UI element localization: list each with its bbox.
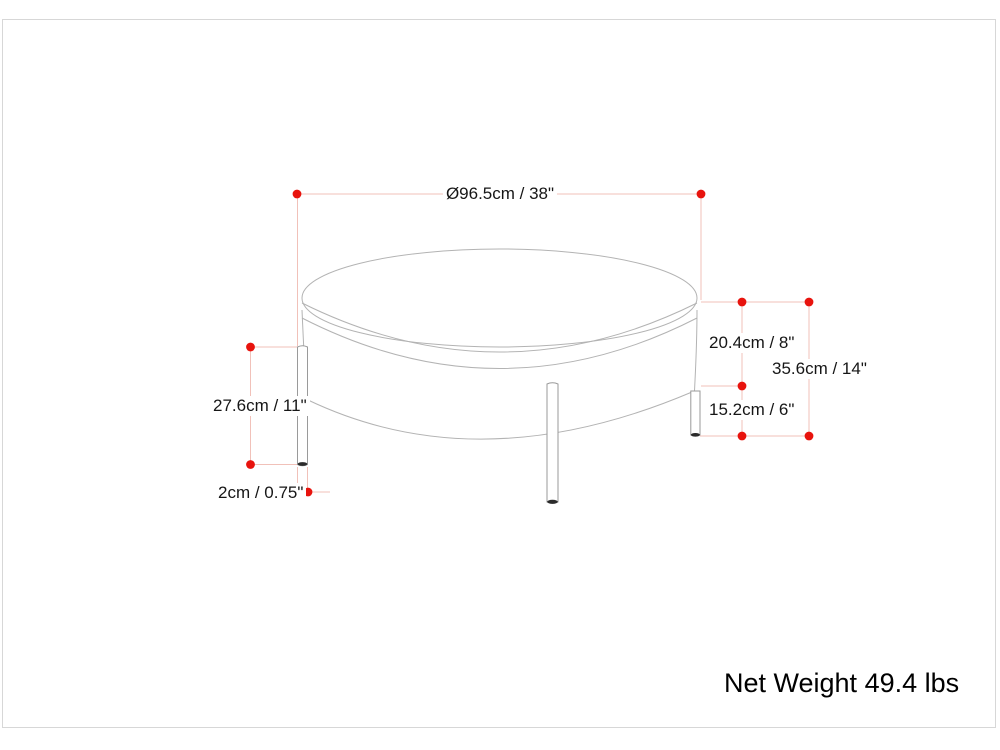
right-leg: [690, 390, 701, 437]
marker-diameter-left: [292, 189, 302, 199]
drum-height-dimension-label: 20.4cm / 8": [706, 333, 798, 353]
table-top-slab-bottom-arc: [301, 317, 698, 369]
table-top-rim-arc: [301, 302, 698, 353]
leg-feet: [297, 433, 700, 504]
overall-height-dimension-label: 35.6cm / 14": [769, 359, 870, 379]
net-weight-label: Net Weight 49.4 lbs: [724, 668, 960, 698]
marker-drum-top: [737, 297, 747, 307]
marker-drum-bottom: [737, 381, 747, 391]
drum-right-edge: [694, 309, 698, 392]
center-leg-foot: [547, 499, 558, 504]
table-drawing: [301, 248, 698, 440]
marker-diameter-right: [696, 189, 706, 199]
left-leg-foot: [297, 462, 308, 466]
leg-diameter-dimension-label: 2cm / 0.75": [215, 483, 307, 503]
marker-leg-bottom: [246, 460, 255, 469]
drum-bottom-arc: [307, 391, 693, 440]
table-top-ellipse: [301, 248, 698, 348]
clearance-height-dimension-label: 15.2cm / 6": [706, 400, 798, 420]
marker-overall-top: [804, 297, 814, 307]
marker-leg-top: [246, 342, 255, 352]
table-legs: [297, 345, 701, 504]
diameter-dimension-label: Ø96.5cm / 38": [442, 184, 558, 204]
marker-clearance-bottom: [737, 431, 747, 441]
dimension-markers: [246, 189, 814, 497]
marker-overall-bottom: [804, 431, 814, 441]
right-leg-foot: [690, 433, 700, 437]
leg-height-dimension-label: 27.6cm / 11": [210, 396, 310, 416]
center-leg: [546, 382, 559, 504]
